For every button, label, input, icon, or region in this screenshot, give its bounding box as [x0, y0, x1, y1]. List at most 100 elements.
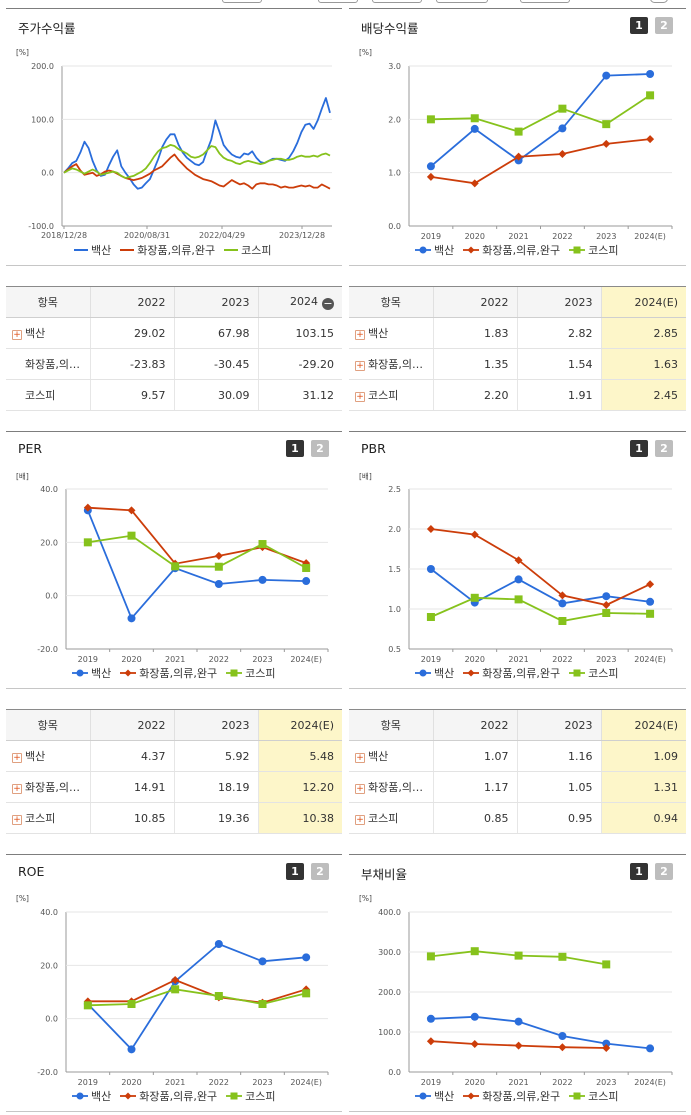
table-cell: 1.83 [432, 317, 517, 349]
legend-label: 코스피 [588, 667, 619, 680]
legend-item-cosmetics: 화장품,의류,완구 [463, 242, 560, 258]
chart-mode-2-button[interactable]: 2 [655, 17, 673, 34]
legend-item-baeksan: 백산 [415, 242, 454, 258]
y-tick-label: 300.0 [378, 948, 401, 957]
data-point-kospi [470, 114, 479, 123]
pbr-table: 항목 2022 2023 2024(E) + 백산 1.07 1.16 1.09 … [349, 709, 686, 834]
table-header-row: 항목 2022 2023 2024(E) [6, 709, 342, 741]
legend-label: 화장품,의류,완구 [482, 244, 561, 257]
data-point-kospi [302, 563, 311, 572]
roe-panel: ROE 1 2 [%] 40.0 20.0 0.0 -20.0 2019 2020 2021… [6, 854, 342, 1112]
data-point-cosmetics [558, 1043, 567, 1052]
table-cell: 0.95 [516, 802, 601, 834]
chart-unit: [%] [16, 894, 29, 903]
table-cell: 4.37 [89, 740, 174, 772]
data-point-kospi [470, 947, 479, 956]
data-point-kospi [214, 562, 223, 571]
legend-marker-icon [226, 669, 243, 677]
table-row: + 코스피 2.20 1.91 2.45 [349, 379, 686, 411]
table-cell: 2.85 [600, 317, 686, 349]
row-label-cell: + 코스피 [349, 802, 433, 834]
legend-item-kospi: 코스피 [226, 665, 275, 681]
series-line-kospi [430, 94, 651, 133]
data-point-cosmetics [558, 150, 567, 158]
series-line-baeksan [86, 509, 307, 620]
row-label: 백산 [368, 750, 389, 763]
chart-mode-1-button[interactable]: 1 [286, 440, 304, 457]
data-point-kospi [558, 104, 567, 113]
column-header: 2024(E) [600, 709, 686, 741]
legend-marker-icon [415, 246, 431, 254]
legend-label: 백산 [91, 244, 112, 257]
row-label: 백산 [368, 327, 389, 340]
top-tab-stub[interactable] [318, 0, 358, 3]
series-line-kospi [63, 144, 331, 179]
expand-row-icon[interactable]: + [355, 815, 365, 825]
data-point-cosmetics [558, 591, 567, 600]
chart-unit: [배] [359, 472, 372, 481]
data-point-kospi [514, 595, 523, 604]
data-point-baeksan [558, 599, 567, 608]
data-point-cosmetics [470, 1040, 479, 1048]
legend-item-baeksan: 백산 [72, 665, 111, 681]
data-point-cosmetics [646, 580, 655, 589]
column-header: 항목 [349, 286, 433, 318]
expand-row-icon[interactable]: + [12, 330, 22, 340]
chart-legend: 백산 화장품,의류,완구 코스피 [74, 242, 271, 258]
expand-row-icon[interactable]: + [355, 330, 365, 340]
data-point-baeksan [602, 71, 611, 80]
expand-row-icon[interactable]: + [12, 753, 22, 763]
y-tick-label: 0.0 [388, 222, 401, 231]
data-point-baeksan [646, 597, 655, 606]
row-label-cell: 코스피 [6, 379, 90, 411]
expand-row-icon[interactable]: + [355, 784, 365, 794]
y-tick-label: 2.0 [388, 115, 401, 124]
chart-mode-1-button[interactable]: 1 [286, 863, 304, 880]
data-point-cosmetics [646, 135, 655, 144]
chart-mode-1-button[interactable]: 1 [630, 863, 648, 880]
legend-label: 코스피 [588, 1090, 619, 1103]
expand-row-icon[interactable]: + [355, 361, 365, 371]
legend-item-baeksan: 백산 [415, 1088, 454, 1104]
table-cell: 2.45 [600, 379, 686, 411]
table-cell: 5.48 [257, 740, 342, 772]
data-point-baeksan [214, 580, 223, 589]
table-cell: 1.31 [600, 771, 686, 803]
top-tab-stub[interactable] [436, 0, 488, 3]
expand-row-icon[interactable]: + [12, 815, 22, 825]
row-label-cell: + 백산 [6, 317, 90, 349]
top-tab-stub[interactable] [520, 0, 570, 3]
table-cell: 29.02 [89, 317, 174, 349]
chart-mode-2-button[interactable]: 2 [655, 440, 673, 457]
column-header: 2022 [432, 286, 517, 318]
row-label: 코스피 [25, 812, 56, 825]
chart-mode-2-button[interactable]: 2 [311, 440, 329, 457]
collapse-column-icon[interactable]: − [322, 296, 334, 310]
chart-mode-2-button[interactable]: 2 [655, 863, 673, 880]
x-tick-label: 2022 [552, 232, 572, 241]
legend-label: 코스피 [241, 244, 272, 257]
data-point-cosmetics [426, 172, 435, 181]
top-tab-stub[interactable] [222, 0, 262, 3]
legend-marker-icon [415, 669, 431, 677]
panel-title: 주가수익률 [18, 21, 76, 36]
legend-item-baeksan: 백산 [415, 665, 454, 681]
table-row: + 백산 4.37 5.92 5.48 [6, 740, 342, 772]
top-tab-stub[interactable] [372, 0, 422, 3]
legend-marker-icon [463, 669, 480, 677]
per-table: 항목 2022 2023 2024(E) + 백산 4.37 5.92 5.48 … [6, 709, 342, 834]
chart-mode-2-button[interactable]: 2 [311, 863, 329, 880]
expand-row-icon[interactable]: + [355, 392, 365, 402]
legend-marker-icon [120, 669, 137, 677]
table-cell: -30.45 [173, 348, 258, 380]
top-tab-stub[interactable] [650, 0, 668, 3]
expand-row-icon[interactable]: + [355, 753, 365, 763]
expand-row-icon[interactable]: + [12, 784, 22, 794]
y-tick-label: 1.0 [388, 605, 401, 614]
x-tick-label: 2024(E) [634, 232, 666, 241]
table-cell: 12.20 [257, 771, 342, 803]
chart-mode-1-button[interactable]: 1 [630, 440, 648, 457]
table-row: 코스피 9.57 30.09 31.12 [6, 379, 342, 411]
chart-mode-1-button[interactable]: 1 [630, 17, 648, 34]
top-tab-strip [0, 0, 691, 8]
